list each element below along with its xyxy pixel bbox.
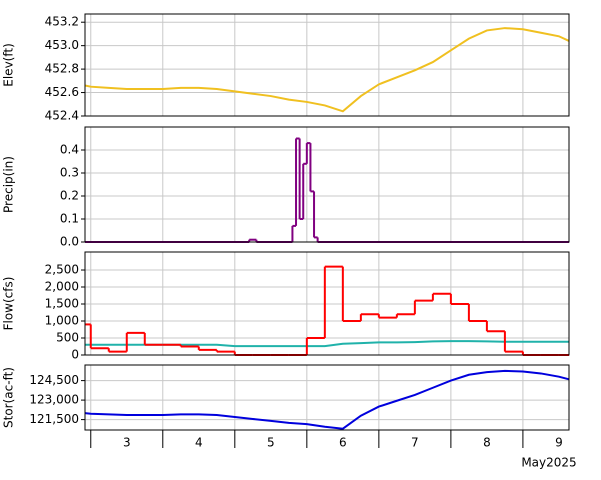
y-tick-label: 0.4	[60, 143, 79, 157]
x-tick-label: 5	[267, 436, 275, 450]
y-tick-label: 124,500	[29, 373, 79, 387]
y-tick-label: 2,500	[45, 263, 79, 277]
y-tick-label: 452.4	[45, 109, 79, 123]
y-tick-label: 500	[56, 331, 79, 345]
x-axis-label: May2025	[521, 456, 576, 470]
y-tick-label: 0.1	[60, 212, 79, 226]
plot-area	[85, 127, 569, 242]
x-tick-label: 3	[123, 436, 131, 450]
y-tick-label: 452.6	[45, 85, 79, 99]
y-tick-label: 0.2	[60, 189, 79, 203]
y-tick-label: 0	[71, 348, 79, 362]
y-tick-label: 453.2	[45, 15, 79, 29]
series-line	[84, 369, 570, 430]
y-tick-label: 1,500	[45, 297, 79, 311]
y-tick-label: 452.8	[45, 62, 79, 76]
y-tick-label: 121,500	[29, 412, 79, 426]
y-tick-label: 0.0	[60, 235, 79, 249]
y-tick-label: 123,000	[29, 393, 79, 407]
y-tick-label: 453.0	[45, 38, 79, 52]
plot-frame	[84, 251, 570, 356]
y-axis-label: Elev(ft)	[2, 43, 16, 86]
x-tick-label: 8	[483, 436, 491, 450]
y-axis-label: Stor(ac-ft)	[2, 367, 16, 428]
plot-frame	[84, 364, 570, 431]
series-line	[84, 27, 570, 113]
plot-frame	[84, 126, 570, 243]
x-tick-label: 4	[195, 436, 203, 450]
y-tick-label: 2,000	[45, 280, 79, 294]
plot-area	[85, 365, 569, 430]
x-tick-label: 6	[339, 436, 347, 450]
y-axis-label: Flow(cfs)	[2, 277, 16, 331]
y-tick-label: 0.3	[60, 166, 79, 180]
y-tick-label: 1,000	[45, 314, 79, 328]
plot-frame	[84, 13, 570, 117]
x-tick-label: 7	[411, 436, 419, 450]
x-tick-label: 9	[555, 436, 563, 450]
y-axis-label: Precip(in)	[2, 156, 16, 213]
